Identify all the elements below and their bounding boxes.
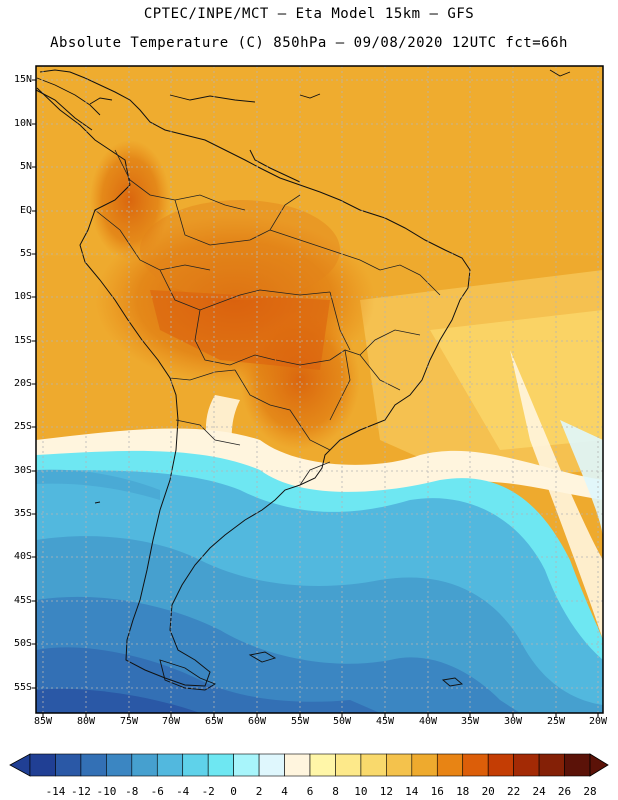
lat-label: 40S: [13, 551, 32, 562]
colorbar-cell: [360, 753, 387, 777]
colorbar-tick-label: 4: [281, 785, 288, 798]
colorbar-cell: [335, 753, 362, 777]
colorbar-cell: [182, 753, 209, 777]
lon-label: 50W: [332, 716, 352, 727]
colorbar-cell: [411, 753, 438, 777]
colorbar-cell: [564, 753, 591, 777]
lat-label: 5S: [19, 248, 32, 259]
lon-label: 30W: [503, 716, 523, 727]
colorbar-cell: [538, 753, 565, 777]
title-variable: Absolute Temperature (C) 850hPa — 09/08/…: [50, 35, 568, 51]
colorbar-cell: [207, 753, 234, 777]
lat-label: 10N: [13, 118, 32, 129]
country-borders: [94, 149, 441, 486]
colorbar-cell: [513, 753, 540, 777]
colorbar-cell: [106, 753, 133, 777]
map-field: [36, 66, 603, 713]
lon-label: 45W: [375, 716, 395, 727]
colorbar-tick-label: -8: [125, 785, 139, 798]
colorbar-cell: [80, 753, 107, 777]
map-frame: [35, 65, 604, 714]
colorbar-cell: [233, 753, 260, 777]
lon-label: 65W: [204, 716, 224, 727]
colorbar-tick-label: 20: [481, 785, 495, 798]
colorbar-min-arrow: [9, 753, 31, 777]
colorbar-tick-label: 8: [332, 785, 339, 798]
lon-label: 80W: [76, 716, 96, 727]
lat-label: 55S: [13, 682, 32, 693]
colorbar-tick-label: 26: [557, 785, 572, 798]
lat-label: 5N: [19, 161, 32, 172]
colorbar-cell: [156, 753, 184, 777]
colorbar-tick-label: 28: [583, 785, 597, 798]
front-band: [36, 428, 603, 501]
lon-label: 35W: [460, 716, 480, 727]
lon-label: 85W: [33, 716, 53, 727]
colorbar-cell: [131, 753, 158, 777]
coastlines: [36, 69, 471, 687]
lon-label: 60W: [247, 716, 267, 727]
lon-label: 25W: [546, 716, 566, 727]
colorbar-tick-label: 12: [379, 785, 394, 798]
axis-ticks: [32, 79, 599, 717]
colorbar-tick-label: -14: [45, 785, 66, 798]
colorbar-tick-label: 16: [430, 785, 444, 798]
colorbar-tick-label: 10: [354, 785, 368, 798]
lon-label: 40W: [418, 716, 438, 727]
colorbar-tick-label: 22: [506, 785, 521, 798]
colorbar-cell: [386, 753, 413, 777]
colorbar-tick-label: -12: [70, 785, 91, 798]
colorbar-tick-label: 14: [405, 785, 419, 798]
lat-label: 30S: [13, 465, 32, 476]
colorbar-cell: [55, 753, 82, 777]
colorbar-tick-label: 24: [532, 785, 546, 798]
lon-label: 20W: [588, 716, 608, 727]
colorbar-cell: [309, 753, 336, 777]
lat-label: 10S: [13, 291, 32, 302]
lat-label: EQ: [19, 205, 32, 216]
colorbar-tick-label: 18: [456, 785, 470, 798]
colorbar-cell: [462, 753, 489, 777]
colorbar-cell: [436, 753, 464, 777]
colorbar-tick-label: 0: [230, 785, 237, 798]
lat-label: 50S: [13, 638, 32, 649]
lat-label: 15S: [13, 335, 32, 346]
lat-label: 45S: [13, 595, 32, 606]
colorbar-tick-label: -6: [150, 785, 164, 798]
colorbar: [9, 753, 609, 777]
lon-label: 70W: [161, 716, 181, 727]
lon-label: 55W: [290, 716, 310, 727]
colorbar-max-arrow: [589, 753, 609, 777]
lat-label: 25S: [13, 421, 32, 432]
colorbar-tick-label: 6: [306, 785, 314, 798]
lon-label: 75W: [119, 716, 139, 727]
colorbar-tick-label: -10: [96, 785, 117, 798]
lat-label: 35S: [13, 508, 32, 519]
colorbar-tick-label: 2: [255, 785, 263, 798]
colorbar-cell: [29, 753, 56, 777]
colorbar-cell: [284, 753, 311, 777]
colorbar-tick-label: -4: [176, 785, 190, 798]
lat-label: 15N: [13, 74, 32, 85]
title-model: CPTEC/INPE/MCT — Eta Model 15km — GFS: [143, 6, 475, 22]
colorbar-cell: [258, 753, 285, 777]
colorbar-cell: [487, 753, 514, 777]
lat-label: 20S: [13, 378, 32, 389]
colorbar-tick-label: -2: [201, 785, 215, 798]
